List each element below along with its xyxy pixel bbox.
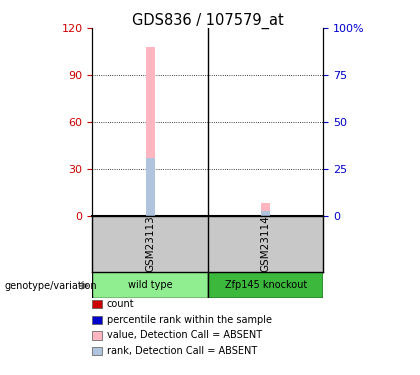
Bar (261, 203, 270, 216)
Text: GSM23113: GSM23113 (145, 215, 155, 272)
Text: value, Detection Call = ABSENT: value, Detection Call = ABSENT (107, 330, 262, 340)
Text: Zfp145 knockout: Zfp145 knockout (225, 280, 307, 290)
Text: genotype/variation: genotype/variation (4, 281, 97, 291)
Text: percentile rank within the sample: percentile rank within the sample (107, 315, 272, 325)
Bar (208, 272, 323, 298)
Text: rank, Detection Call = ABSENT: rank, Detection Call = ABSENT (107, 346, 257, 356)
Bar (261, 211, 270, 216)
Text: GDS836 / 107579_at: GDS836 / 107579_at (132, 13, 284, 29)
Text: count: count (107, 299, 134, 309)
Text: wild type: wild type (128, 280, 173, 290)
Bar (92, 272, 208, 298)
Bar (146, 47, 155, 216)
Bar (146, 158, 155, 216)
Text: GSM23114: GSM23114 (261, 215, 270, 272)
